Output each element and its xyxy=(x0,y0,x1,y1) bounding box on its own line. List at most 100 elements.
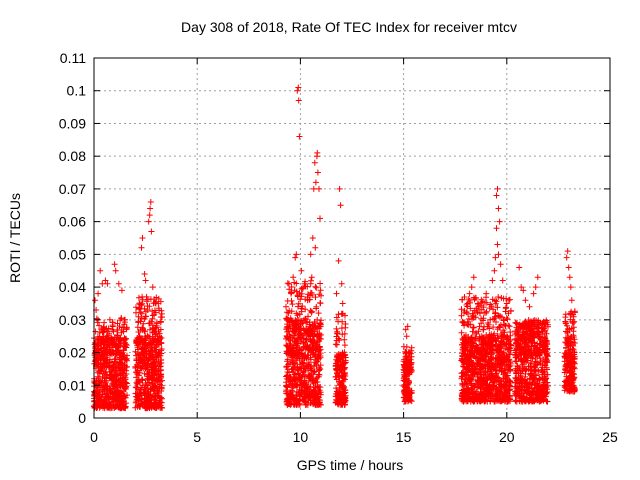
data-point xyxy=(285,395,292,402)
data-point xyxy=(532,355,539,362)
data-point xyxy=(114,326,121,333)
data-point xyxy=(298,293,305,300)
data-point xyxy=(144,399,151,406)
data-point xyxy=(507,307,514,314)
data-point xyxy=(333,325,340,332)
data-point xyxy=(494,185,501,192)
data-point xyxy=(284,316,291,323)
data-point xyxy=(294,312,301,319)
data-point xyxy=(95,389,102,396)
data-point xyxy=(467,396,474,403)
data-point xyxy=(479,298,486,305)
data-point xyxy=(336,336,343,343)
data-point xyxy=(488,360,495,367)
data-point xyxy=(298,285,305,292)
data-point xyxy=(309,351,316,358)
data-point xyxy=(141,271,148,277)
data-point xyxy=(142,345,149,352)
data-point xyxy=(136,333,143,340)
data-point xyxy=(464,339,471,345)
data-point xyxy=(473,362,480,369)
data-point xyxy=(540,384,547,390)
data-point xyxy=(141,392,148,398)
x-tick-label: 10 xyxy=(293,429,309,445)
data-point xyxy=(314,149,321,156)
data-point xyxy=(122,316,128,323)
data-point xyxy=(500,383,507,389)
data-point xyxy=(318,292,324,299)
data-point xyxy=(522,347,529,354)
data-point xyxy=(158,382,165,389)
data-point xyxy=(316,185,322,192)
data-point xyxy=(535,328,542,335)
x-tick-label: 0 xyxy=(90,429,98,445)
data-point xyxy=(334,397,341,404)
data-point xyxy=(112,363,119,370)
data-point xyxy=(563,353,569,359)
data-point xyxy=(139,296,146,303)
data-point xyxy=(143,337,150,344)
data-point xyxy=(530,290,537,297)
data-point xyxy=(100,328,107,335)
data-point xyxy=(506,323,513,330)
data-point xyxy=(537,358,544,365)
data-point xyxy=(285,310,292,316)
data-point xyxy=(134,340,141,347)
plot-frame xyxy=(93,57,611,419)
data-point xyxy=(490,306,497,313)
data-point xyxy=(99,384,106,391)
data-point xyxy=(459,296,466,303)
data-point xyxy=(464,318,471,325)
data-point xyxy=(135,337,142,344)
data-point xyxy=(536,375,543,382)
data-point xyxy=(308,363,314,370)
data-point xyxy=(502,322,509,329)
data-point xyxy=(154,320,160,327)
data-point xyxy=(477,385,484,392)
data-point xyxy=(312,244,319,251)
data-point xyxy=(140,320,147,327)
data-point xyxy=(153,339,159,346)
data-point xyxy=(487,397,494,404)
data-point xyxy=(461,322,468,329)
data-point xyxy=(533,382,540,389)
data-point xyxy=(493,225,500,232)
data-point xyxy=(542,359,548,366)
data-point xyxy=(338,280,345,287)
data-point xyxy=(334,330,341,337)
data-point xyxy=(519,363,526,369)
data-point xyxy=(490,324,497,331)
data-point xyxy=(463,385,470,392)
data-point xyxy=(521,322,528,329)
data-point xyxy=(481,394,488,400)
data-point xyxy=(479,355,486,362)
data-point xyxy=(483,299,490,306)
data-point xyxy=(301,280,308,287)
data-point xyxy=(498,377,505,384)
data-point xyxy=(473,331,480,337)
data-point xyxy=(97,267,104,274)
data-point xyxy=(513,351,520,357)
data-point xyxy=(521,397,528,404)
data-point xyxy=(467,336,474,343)
y-tick-label: 0.1 xyxy=(67,83,87,99)
data-point xyxy=(147,205,154,212)
data-point xyxy=(150,352,156,359)
y-tick-label: 0.08 xyxy=(59,148,86,164)
data-point xyxy=(149,322,156,329)
data-point xyxy=(154,376,161,383)
data-point xyxy=(295,84,302,91)
data-point xyxy=(317,350,324,357)
data-point xyxy=(493,385,500,392)
data-point xyxy=(335,389,342,396)
data-point xyxy=(111,341,118,348)
data-point xyxy=(496,363,503,370)
x-tick-label: 25 xyxy=(602,429,618,445)
data-point xyxy=(500,349,507,356)
data-point xyxy=(564,248,571,255)
data-point xyxy=(471,296,478,303)
x-tick-label: 20 xyxy=(499,429,515,445)
data-point xyxy=(505,357,512,364)
data-point xyxy=(299,332,306,339)
data-point xyxy=(493,298,500,305)
